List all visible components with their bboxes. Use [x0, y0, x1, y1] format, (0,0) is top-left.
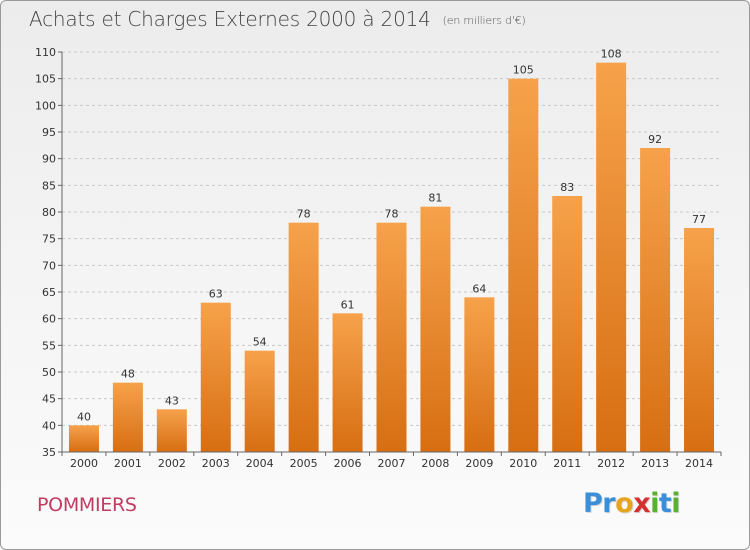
value-labels: 40 48 43 63 54 78 61 78 81 64 105 83 108 92 77 [77, 48, 706, 424]
value-label: 108 [601, 48, 622, 61]
y-tick-label: 90 [42, 153, 56, 166]
y-tick-label: 85 [42, 179, 56, 192]
x-tick-label: 2008 [421, 457, 449, 470]
logo-letter: x [633, 488, 651, 519]
logo-letter: o [615, 488, 634, 519]
proxiti-logo: Proxiti [583, 488, 681, 519]
value-label: 43 [165, 394, 179, 407]
x-tick-label: 2009 [465, 457, 493, 470]
value-label: 81 [428, 192, 442, 205]
axes [61, 52, 721, 453]
x-tick-label: 2007 [378, 457, 406, 470]
bar [332, 313, 363, 452]
logo-letter: i [671, 488, 681, 519]
x-tick-label: 2002 [158, 457, 186, 470]
value-label: 61 [341, 298, 355, 311]
chart-title-text: Achats et Charges Externes 2000 à 2014 [29, 7, 431, 31]
y-tick-label: 35 [42, 446, 56, 459]
x-tick-label: 2012 [597, 457, 625, 470]
value-label: 40 [77, 410, 91, 423]
y-tick-label: 60 [42, 313, 56, 326]
logo-letter: i [650, 488, 659, 519]
y-tick-label: 110 [35, 46, 56, 59]
value-label: 105 [513, 64, 534, 77]
bar [156, 409, 187, 452]
y-tick-label: 55 [42, 339, 56, 352]
bar [508, 78, 539, 453]
y-tick-label: 100 [35, 99, 56, 112]
x-tick-label: 2001 [114, 457, 142, 470]
bar [68, 425, 99, 452]
value-label: 63 [209, 288, 223, 301]
bar [552, 196, 583, 452]
chart-subtitle: (en milliers d'€) [442, 14, 526, 27]
x-tick-label: 2010 [509, 457, 537, 470]
chart-title: Achats et Charges Externes 2000 à 2014 (e… [29, 7, 526, 31]
bar [112, 382, 143, 452]
y-tick-label: 65 [42, 286, 56, 299]
logo-letter: P [583, 488, 603, 519]
x-tick-label: 2004 [246, 457, 274, 470]
x-tick-label: 2013 [641, 457, 669, 470]
logo-letter: t [658, 488, 672, 519]
value-label: 78 [385, 208, 399, 221]
y-tick-label: 40 [42, 419, 56, 432]
value-label: 83 [560, 181, 574, 194]
bar [288, 222, 319, 452]
x-tick-label: 2014 [685, 457, 713, 470]
x-tick-label: 2000 [70, 457, 98, 470]
x-tick-label: 2005 [290, 457, 318, 470]
value-label: 78 [297, 208, 311, 221]
value-label: 54 [253, 336, 267, 349]
y-tick-label: 80 [42, 206, 56, 219]
x-axis-ticks: 2000 2001 2002 2003 2004 2005 2006 2007 2008 2009… [61, 452, 722, 470]
bar [684, 228, 715, 452]
bar [200, 302, 231, 452]
y-tick-label: 50 [42, 366, 56, 379]
bar [640, 148, 671, 452]
bar [420, 206, 451, 452]
y-tick-label: 105 [35, 73, 56, 86]
logo-letter: r [602, 488, 616, 519]
bar [464, 297, 495, 452]
value-label: 92 [648, 133, 662, 146]
value-label: 48 [121, 368, 135, 381]
x-tick-label: 2011 [553, 457, 581, 470]
bar [244, 350, 275, 452]
bar [376, 222, 407, 452]
commune-name: POMMIERS [37, 494, 137, 516]
x-tick-label: 2006 [334, 457, 362, 470]
y-tick-label: 75 [42, 233, 56, 246]
bars [68, 62, 715, 453]
y-tick-label: 95 [42, 126, 56, 139]
value-label: 77 [692, 213, 706, 226]
y-tick-label: 45 [42, 393, 56, 406]
bar [596, 62, 627, 453]
x-tick-label: 2003 [202, 457, 230, 470]
value-label: 64 [472, 282, 486, 295]
y-tick-label: 70 [42, 259, 56, 272]
y-axis-ticks: 35 40 45 50 55 60 65 70 75 80 85 90 95 100 105 110 [35, 46, 62, 459]
